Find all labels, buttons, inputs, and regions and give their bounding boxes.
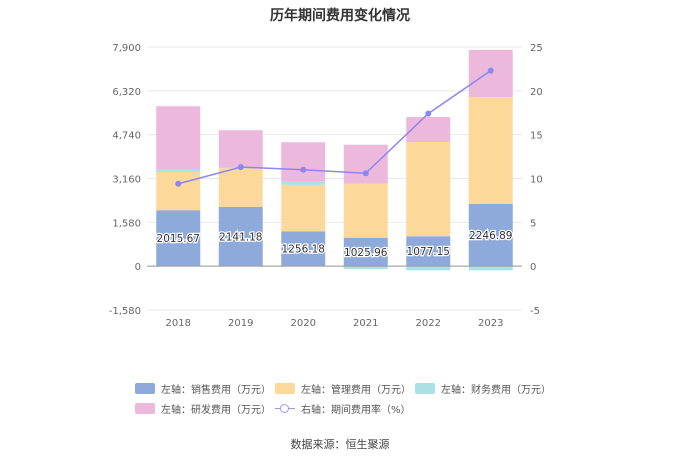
y-right-tick-label: 20 bbox=[530, 87, 543, 98]
bar-segment bbox=[343, 144, 388, 184]
x-tick-label: 2022 bbox=[416, 318, 441, 329]
x-tick-label: 2020 bbox=[291, 318, 316, 329]
bar-segment bbox=[343, 237, 388, 267]
legend-label-admin: 左轴：管理费用（万元） bbox=[301, 384, 411, 396]
bar-segment bbox=[218, 130, 263, 168]
legend-item-admin[interactable]: 左轴：管理费用（万元） bbox=[275, 381, 415, 396]
legend-swatch-expense-rate bbox=[275, 403, 295, 414]
y-left-tick-label: 1,580 bbox=[112, 218, 141, 229]
line-series-expense-rate bbox=[178, 70, 492, 185]
legend-label-rnd: 左轴：研发费用（万元） bbox=[161, 404, 271, 416]
legend-item-finance[interactable]: 左轴：财务费用（万元） bbox=[415, 381, 555, 396]
y-left-tick-label: 4,740 bbox=[112, 131, 141, 142]
line-point bbox=[175, 180, 182, 187]
bar-segment bbox=[281, 231, 326, 267]
line-point bbox=[425, 110, 432, 117]
bar-segment bbox=[343, 266, 388, 269]
chart-legend: 左轴：销售费用（万元） 左轴：管理费用（万元） 左轴：财务费用（万元） 左轴：研… bbox=[135, 378, 555, 418]
bar-segment bbox=[406, 141, 451, 237]
y-right-tick-label: 25 bbox=[530, 43, 543, 54]
y-left-tick-label: 6,320 bbox=[112, 87, 141, 98]
bar-segment bbox=[343, 183, 388, 238]
x-tick-label: 2021 bbox=[353, 318, 378, 329]
y-right-tick-label: 5 bbox=[530, 218, 536, 229]
legend-item-expense-rate[interactable]: 右轴：期间费用率（%） bbox=[275, 401, 415, 416]
bar-data-label: 1077.15 bbox=[407, 246, 450, 258]
bar-data-label: 1256.18 bbox=[282, 244, 325, 256]
x-tick-label: 2023 bbox=[478, 318, 503, 329]
bar-data-label: 2015.67 bbox=[157, 233, 200, 245]
x-tick-label: 2018 bbox=[166, 318, 191, 329]
line-point bbox=[362, 170, 369, 177]
chart-title: 历年期间费用变化情况 bbox=[270, 8, 410, 24]
y-right-tick-label: 15 bbox=[530, 131, 543, 142]
bar-segment bbox=[281, 181, 326, 185]
bar-segment bbox=[218, 206, 263, 267]
bar-data-label: 2141.18 bbox=[219, 231, 262, 243]
y-right-tick-label: -5 bbox=[530, 306, 540, 317]
legend-label-finance: 左轴：财务费用（万元） bbox=[441, 384, 551, 396]
bar-segment bbox=[156, 106, 201, 170]
bar-segment bbox=[156, 210, 201, 267]
bar-segment bbox=[281, 142, 326, 182]
legend-swatch-admin bbox=[275, 382, 295, 394]
bar-segment bbox=[156, 171, 201, 211]
legend-label-sales: 左轴：销售费用（万元） bbox=[161, 384, 271, 396]
y-left-tick-label: -1,580 bbox=[109, 306, 141, 317]
bar-segment bbox=[156, 169, 201, 172]
bar-segment bbox=[218, 168, 263, 207]
legend-swatch-rnd bbox=[135, 402, 155, 414]
legend-swatch-finance bbox=[415, 382, 435, 394]
legend-swatch-sales bbox=[135, 382, 155, 394]
bar-segment bbox=[468, 97, 513, 204]
y-left-tick-label: 7,900 bbox=[112, 43, 141, 54]
y-right-tick-label: 10 bbox=[530, 175, 543, 186]
line-point bbox=[237, 164, 244, 171]
source-note: 数据来源：恒生聚源 bbox=[290, 438, 390, 451]
bar-segment bbox=[406, 116, 451, 142]
bar-segment bbox=[468, 203, 513, 267]
line-point bbox=[487, 67, 494, 74]
legend-item-sales[interactable]: 左轴：销售费用（万元） bbox=[135, 381, 275, 396]
bar-data-label: 2246.89 bbox=[469, 230, 512, 242]
legend-item-rnd[interactable]: 左轴：研发费用（万元） bbox=[135, 401, 275, 416]
y-left-tick-label: 3,160 bbox=[112, 175, 141, 186]
legend-label-expense-rate: 右轴：期间费用率（%） bbox=[301, 404, 411, 416]
bar-segment bbox=[406, 266, 451, 271]
y-right-tick-label: 0 bbox=[530, 262, 536, 273]
x-tick-label: 2019 bbox=[228, 318, 253, 329]
bar-data-label: 1025.96 bbox=[344, 247, 388, 259]
bar-segment bbox=[281, 184, 326, 232]
bar-segment bbox=[406, 236, 451, 267]
bar-segment bbox=[468, 266, 513, 271]
line-point bbox=[300, 166, 307, 173]
y-left-tick-label: 0 bbox=[135, 262, 141, 273]
